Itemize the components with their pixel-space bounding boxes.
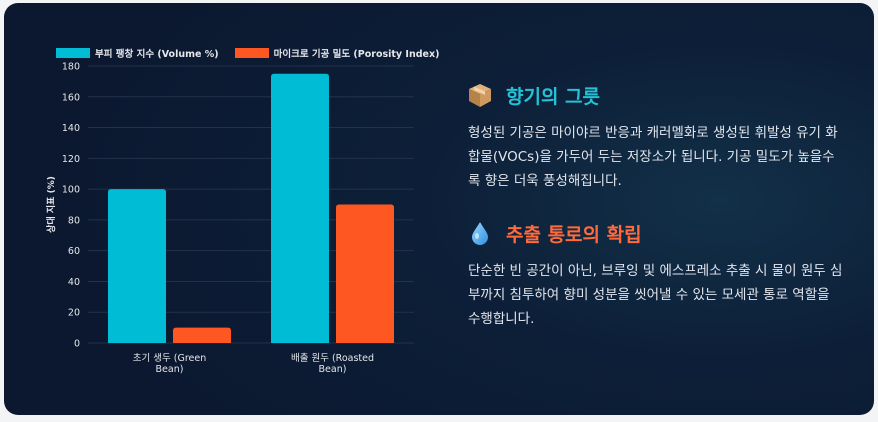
section-aroma: 향기의 그릇 형성된 기공은 마이야르 반응과 캐러멜화로 생성된 휘발성 유기… — [466, 81, 846, 193]
package-icon — [466, 81, 494, 109]
section-title-aroma: 향기의 그릇 — [506, 85, 601, 108]
droplet-icon — [466, 219, 494, 247]
legend-label-volume: 부피 팽창 지수 (Volume %) — [95, 49, 219, 60]
section-body-aroma: 형성된 기공은 마이야르 반응과 캐러멜화로 생성된 휘발성 유기 화합물(VO… — [468, 125, 838, 189]
legend-item-volume[interactable]: 부피 팽창 지수 (Volume %) — [56, 46, 219, 60]
y-tick-label: 180 — [62, 62, 80, 73]
content-card: 0 20 40 60 80 100 120 140 160 180 상대 지표 (%) 초기 생두 (… — [4, 3, 874, 415]
chart-legend: 부피 팽창 지수 (Volume %) 마이크로 기공 밀도 (Porosity… — [56, 46, 439, 60]
legend-swatch-volume — [56, 48, 90, 58]
bar-volume-2 — [271, 73, 329, 343]
x-tick-label: Bean) — [319, 364, 347, 375]
y-tick-label: 20 — [68, 308, 80, 319]
y-tick-label: 80 — [68, 215, 80, 226]
y-tick-label: 100 — [62, 185, 80, 196]
y-tick-label: 60 — [68, 246, 80, 257]
legend-swatch-porosity — [234, 48, 269, 58]
bar-porosity-2 — [336, 204, 394, 343]
x-tick-label: 초기 생두 (Green — [133, 353, 206, 364]
legend-item-porosity[interactable]: 마이크로 기공 밀도 (Porosity Index) — [234, 46, 440, 60]
chart-canvas: 0 20 40 60 80 100 120 140 160 180 상대 지표 (%) 초기 생두 (… — [45, 62, 414, 375]
legend-label-porosity: 마이크로 기공 밀도 (Porosity Index) — [273, 49, 440, 60]
x-tick-label: 배출 원두 (Roasted — [291, 353, 374, 364]
info-panel: 향기의 그릇 형성된 기공은 마이야르 반응과 캐러멜화로 생성된 휘발성 유기… — [466, 81, 846, 357]
bar-volume-1 — [108, 189, 166, 343]
section-body-extraction: 단순한 빈 공간이 아닌, 브루잉 및 에스프레소 추출 시 물이 원두 심부까… — [468, 263, 843, 327]
bar-chart: 0 20 40 60 80 100 120 140 160 180 상대 지표 (%) 초기 생두 (… — [4, 3, 444, 415]
section-extraction: 추출 통로의 확립 단순한 빈 공간이 아닌, 브루잉 및 에스프레소 추출 시… — [466, 219, 846, 331]
y-tick-label: 0 — [74, 339, 80, 350]
y-axis-label: 상대 지표 (%) — [45, 176, 57, 233]
y-tick-label: 160 — [62, 92, 80, 103]
y-tick-label: 120 — [62, 154, 80, 165]
y-tick-label: 40 — [68, 277, 80, 288]
y-tick-label: 140 — [62, 123, 80, 134]
x-tick-label: Bean) — [156, 364, 184, 375]
section-title-extraction: 추출 통로의 확립 — [506, 223, 642, 246]
bar-porosity-1 — [173, 327, 231, 343]
